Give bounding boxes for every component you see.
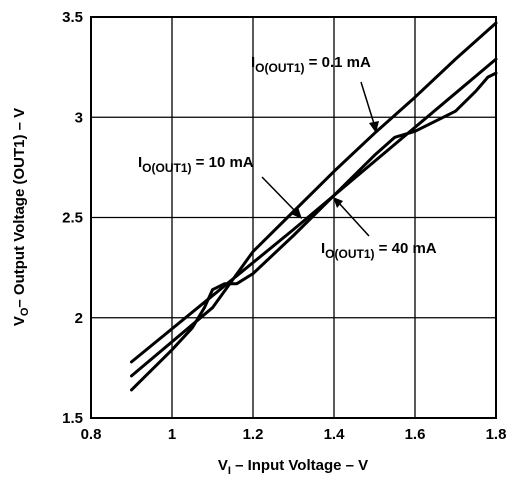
y-tick-label: 3 [75, 109, 83, 126]
x-axis-label: VI – Input Voltage – V [218, 457, 368, 477]
y-tick-labels: 1.5 2 2.5 3 3.5 [62, 9, 83, 427]
x-tick-label: 1.6 [405, 426, 426, 443]
y-tick-label: 1.5 [62, 410, 83, 427]
x-tick-label: 1.8 [486, 426, 507, 443]
y-tick-label: 2.5 [62, 210, 83, 227]
series-line-3 [130, 71, 498, 392]
x-tick-label: 0.8 [81, 426, 102, 443]
annotation-arrow-40ma [333, 197, 370, 237]
plot-frame [90, 16, 497, 419]
x-tick-label: 1 [168, 426, 176, 443]
series-line-1 [130, 57, 498, 364]
series-group [130, 21, 498, 392]
annotation-40ma: IO(OUT1) = 40 mA [321, 240, 437, 261]
x-tick-labels: 0.8 1 1.2 1.4 1.6 1.8 [81, 426, 507, 443]
series-line-2 [130, 21, 498, 378]
annotation-arrow-10ma [261, 176, 302, 219]
x-tick-label: 1.4 [324, 426, 346, 443]
annotation-arrow-0.1ma [360, 81, 379, 133]
annotation-0.1ma: IO(OUT1) = 0.1 mA [251, 54, 371, 75]
annotation-10ma: IO(OUT1) = 10 mA [138, 154, 254, 175]
y-axis-label: VO– Output Voltage (OUT1) – V [11, 108, 31, 326]
y-tick-label: 3.5 [62, 9, 83, 26]
x-tick-label: 1.2 [243, 426, 264, 443]
y-tick-label: 2 [75, 310, 83, 327]
